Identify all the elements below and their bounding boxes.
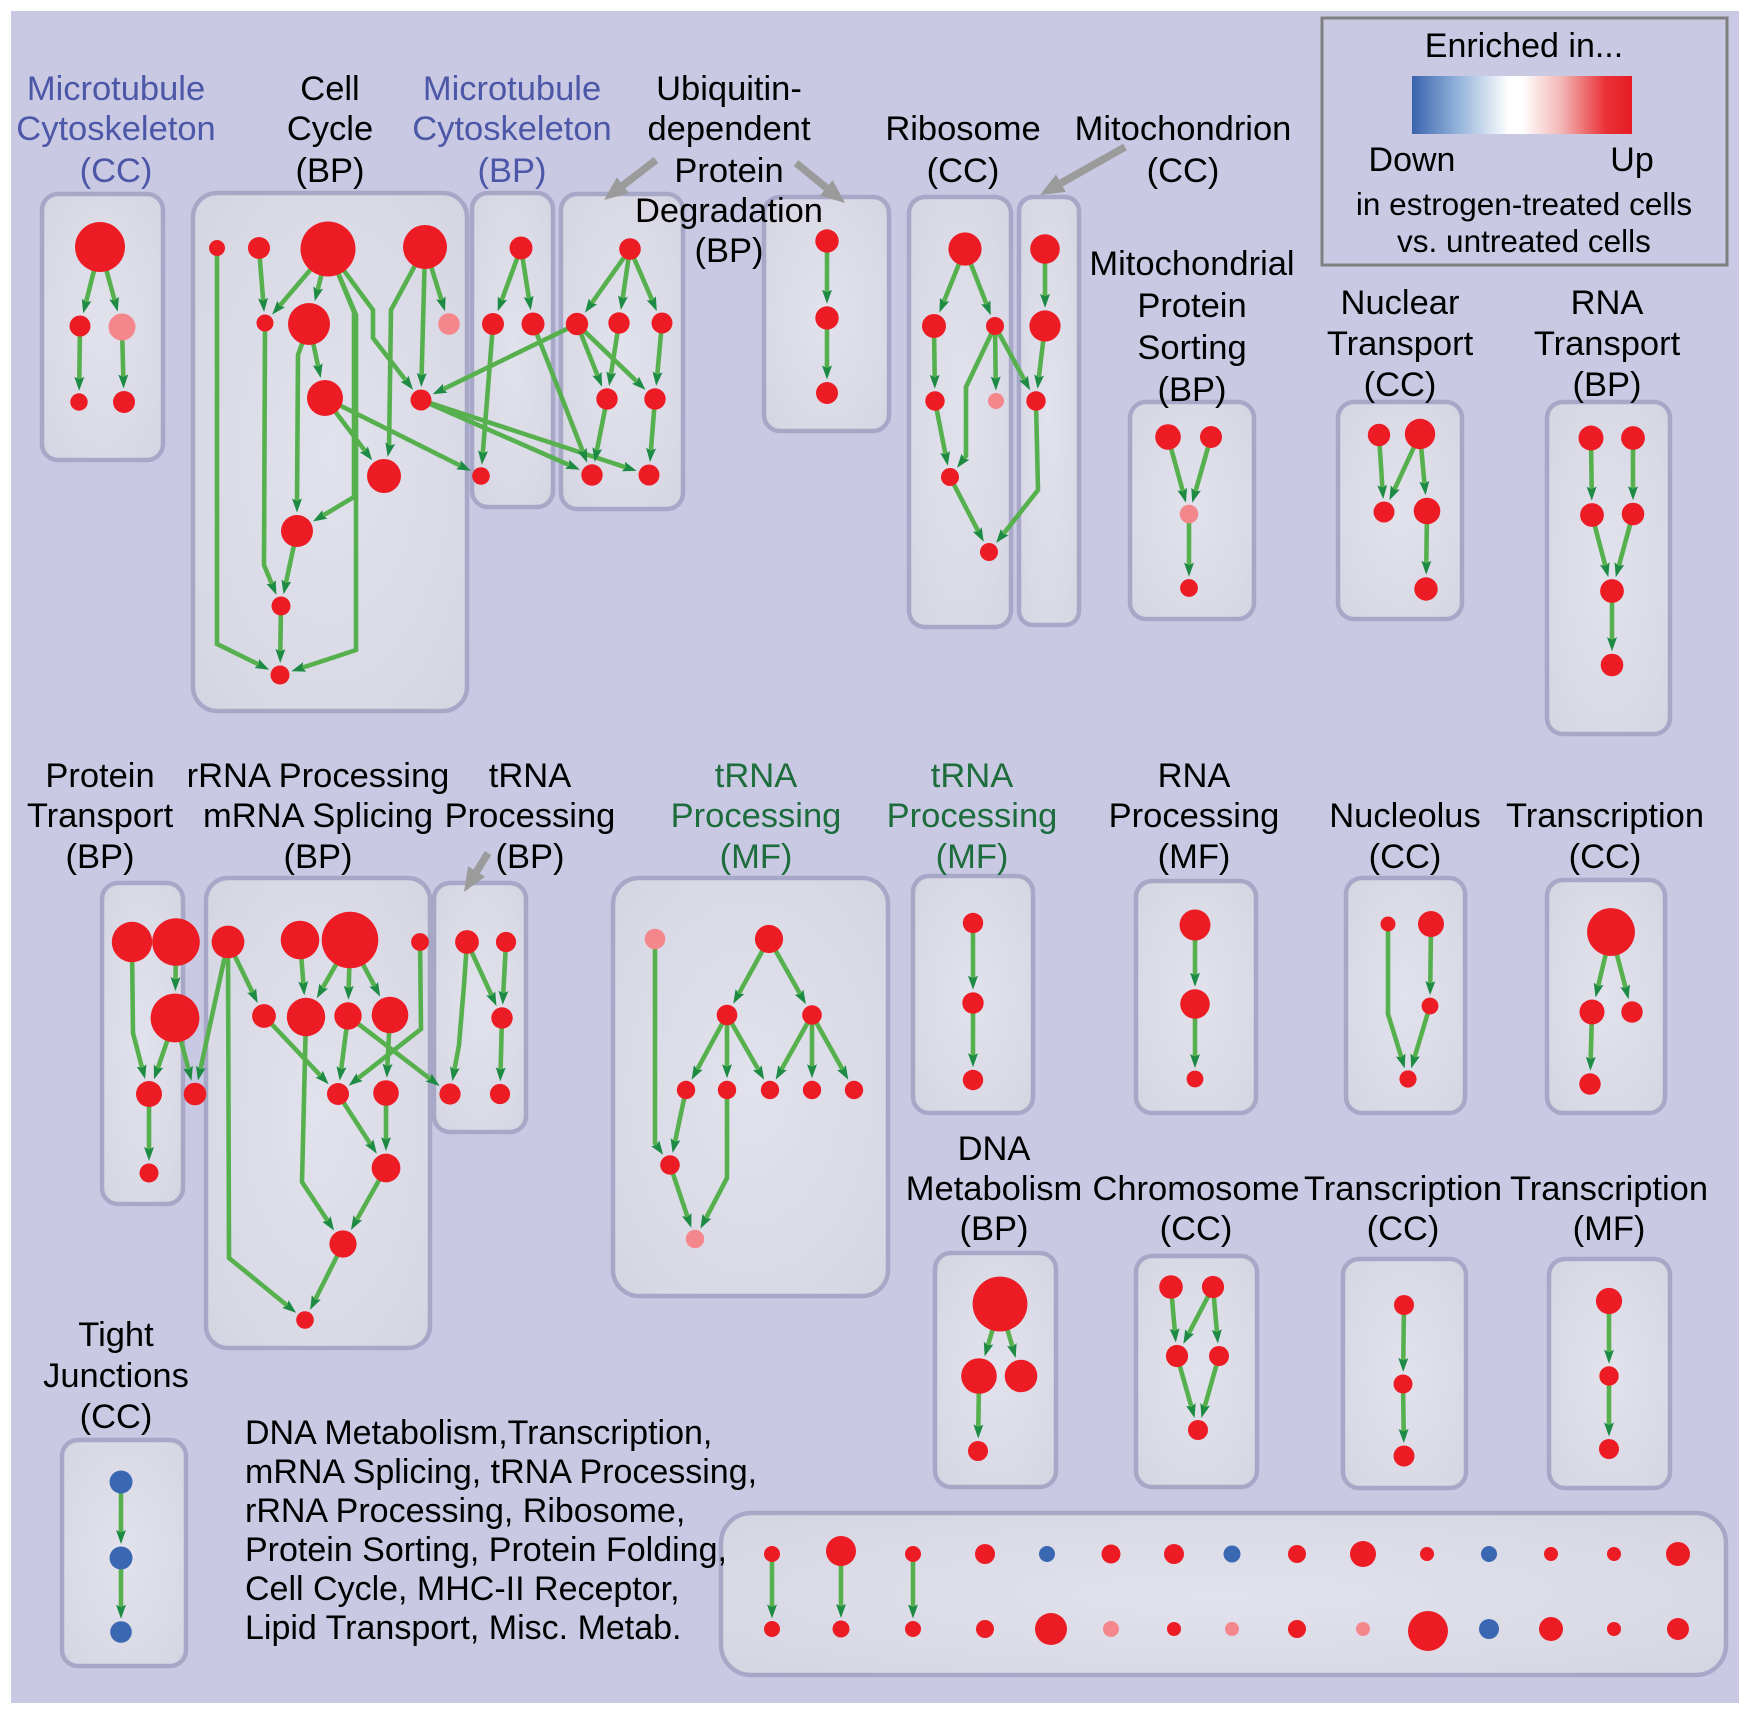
svg-text:Protein: Protein <box>1137 287 1246 325</box>
svg-text:rRNA Processing, Ribosome,: rRNA Processing, Ribosome, <box>245 1492 685 1530</box>
svg-text:tRNA: tRNA <box>715 757 797 795</box>
svg-text:Tight: Tight <box>78 1316 154 1354</box>
svg-text:mRNA Splicing: mRNA Splicing <box>203 797 433 835</box>
svg-text:(CC): (CC) <box>80 152 153 190</box>
svg-text:Sorting: Sorting <box>1137 329 1246 367</box>
svg-text:Cycle: Cycle <box>287 110 373 148</box>
svg-text:(BP): (BP) <box>695 232 764 270</box>
svg-text:Transcription: Transcription <box>1506 797 1704 835</box>
svg-text:DNA: DNA <box>958 1130 1031 1168</box>
svg-text:Processing: Processing <box>1109 797 1280 835</box>
svg-text:Transport: Transport <box>1327 325 1474 363</box>
svg-text:(BP): (BP) <box>1573 366 1642 404</box>
svg-text:Protein: Protein <box>45 757 154 795</box>
svg-text:DNA Metabolism,Transcription,: DNA Metabolism,Transcription, <box>245 1414 712 1452</box>
svg-text:Cell: Cell <box>300 70 359 108</box>
svg-text:Cell Cycle, MHC-II Receptor,: Cell Cycle, MHC-II Receptor, <box>245 1570 680 1608</box>
svg-text:Ubiquitin-: Ubiquitin- <box>656 70 802 108</box>
svg-text:rRNA Processing: rRNA Processing <box>187 757 450 795</box>
svg-text:Processing: Processing <box>445 797 616 835</box>
svg-text:in estrogen-treated cells: in estrogen-treated cells <box>1356 186 1692 222</box>
svg-text:Cytoskeleton: Cytoskeleton <box>412 110 611 148</box>
svg-text:Processing: Processing <box>671 797 842 835</box>
svg-text:mRNA Splicing, tRNA Processing: mRNA Splicing, tRNA Processing, <box>245 1453 757 1491</box>
svg-text:(CC): (CC) <box>1367 1210 1440 1248</box>
svg-text:Nuclear: Nuclear <box>1341 284 1460 322</box>
svg-text:(CC): (CC) <box>1160 1210 1233 1248</box>
svg-text:Junctions: Junctions <box>43 1357 189 1395</box>
svg-text:tRNA: tRNA <box>489 757 571 795</box>
svg-text:Transport: Transport <box>27 797 174 835</box>
svg-text:Degradation: Degradation <box>635 192 823 230</box>
svg-text:RNA: RNA <box>1158 757 1231 795</box>
svg-text:(BP): (BP) <box>284 838 353 876</box>
svg-text:Transcription: Transcription <box>1304 1170 1502 1208</box>
svg-text:Enriched in...: Enriched in... <box>1425 27 1623 65</box>
svg-text:(CC): (CC) <box>1364 366 1437 404</box>
svg-text:Mitochondrion: Mitochondrion <box>1075 110 1292 148</box>
svg-text:Transport: Transport <box>1534 325 1681 363</box>
svg-text:Nucleolus: Nucleolus <box>1329 797 1481 835</box>
svg-text:Down: Down <box>1369 141 1456 179</box>
svg-text:Mitochondrial: Mitochondrial <box>1089 245 1294 283</box>
svg-text:(BP): (BP) <box>1158 371 1227 409</box>
svg-text:Protein: Protein <box>674 152 783 190</box>
svg-text:tRNA: tRNA <box>931 757 1013 795</box>
svg-text:(MF): (MF) <box>1158 838 1231 876</box>
svg-text:Cytoskeleton: Cytoskeleton <box>16 110 215 148</box>
svg-text:(CC): (CC) <box>1569 838 1642 876</box>
svg-text:Microtubule: Microtubule <box>423 70 601 108</box>
svg-text:Processing: Processing <box>887 797 1058 835</box>
svg-text:(BP): (BP) <box>960 1210 1029 1248</box>
svg-text:(CC): (CC) <box>1369 838 1442 876</box>
svg-text:Transcription: Transcription <box>1510 1170 1708 1208</box>
svg-text:(CC): (CC) <box>80 1398 153 1436</box>
svg-text:(BP): (BP) <box>296 152 365 190</box>
svg-text:(CC): (CC) <box>1147 152 1220 190</box>
svg-text:Ribosome: Ribosome <box>885 110 1040 148</box>
svg-text:Up: Up <box>1610 141 1653 179</box>
svg-text:(MF): (MF) <box>936 838 1009 876</box>
svg-text:(BP): (BP) <box>478 152 547 190</box>
svg-text:(BP): (BP) <box>496 838 565 876</box>
svg-text:vs. untreated cells: vs. untreated cells <box>1397 223 1651 259</box>
svg-text:(BP): (BP) <box>66 838 135 876</box>
svg-text:Protein Sorting, Protein Foldi: Protein Sorting, Protein Folding, <box>245 1531 727 1569</box>
svg-text:Chromosome: Chromosome <box>1092 1170 1299 1208</box>
svg-text:(MF): (MF) <box>1573 1210 1646 1248</box>
svg-text:RNA: RNA <box>1571 284 1644 322</box>
svg-text:dependent: dependent <box>647 110 810 148</box>
svg-text:(MF): (MF) <box>720 838 793 876</box>
svg-text:(CC): (CC) <box>927 152 1000 190</box>
svg-text:Lipid Transport, Misc. Metab.: Lipid Transport, Misc. Metab. <box>245 1609 682 1647</box>
svg-text:Metabolism: Metabolism <box>906 1170 1082 1208</box>
svg-text:Microtubule: Microtubule <box>27 70 205 108</box>
